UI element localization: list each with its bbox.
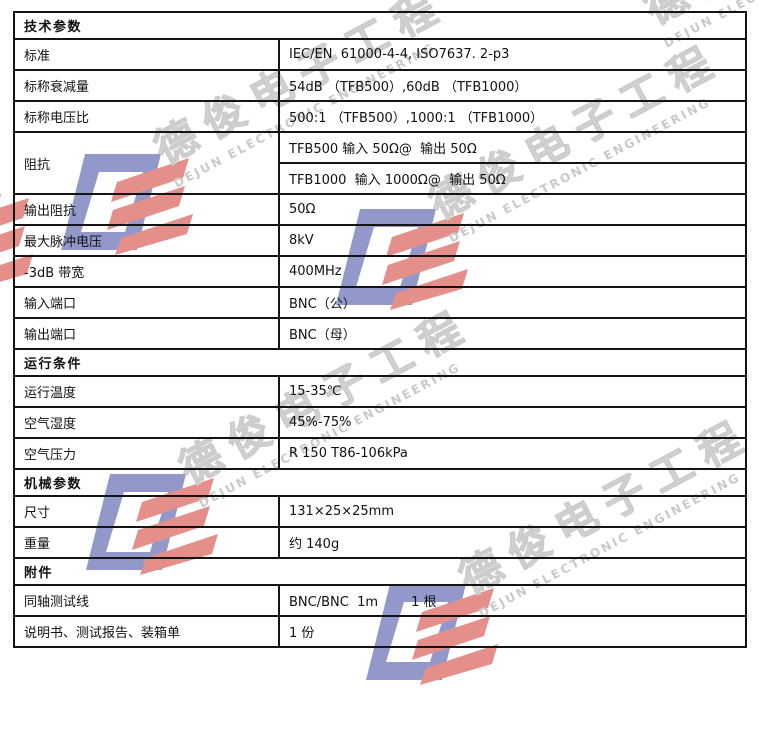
- spec-value-cell: 8kV: [278, 224, 747, 257]
- table-row: 运行温度 15-35℃: [13, 375, 747, 408]
- table-row: 标准 IEC/EN 61000-4-4, ISO7637. 2-p3: [13, 38, 747, 71]
- spec-label-cell: 最大脉冲电压: [13, 224, 280, 257]
- spec-table: 技术参数 标准 IEC/EN 61000-4-4, ISO7637. 2-p3 …: [13, 11, 747, 648]
- spec-label-cell: 输入端口: [13, 286, 280, 319]
- spec-value-cell: IEC/EN 61000-4-4, ISO7637. 2-p3: [278, 38, 747, 71]
- spec-label-cell: 输出端口: [13, 317, 280, 350]
- spec-value-cell: BNC/BNC 1m 1 根: [278, 584, 747, 617]
- table-row: 输出端口 BNC（母）: [13, 317, 747, 350]
- spec-label-cell: 运行温度: [13, 375, 280, 408]
- spec-value-cell: 54dB （TFB500）,60dB （TFB1000）: [278, 69, 747, 102]
- spec-label-cell: 阻抗: [13, 131, 280, 195]
- section-header-row: 机械参数: [13, 468, 747, 497]
- spec-value-cell: BNC（母）: [278, 317, 747, 350]
- spec-value-cell: 131×25×25mm: [278, 495, 747, 528]
- spec-label-cell: 尺寸: [13, 495, 280, 528]
- spec-label-cell: 空气压力: [13, 437, 280, 470]
- table-row: 空气压力 R 150 T86-106kPa: [13, 437, 747, 470]
- section-header-row: 运行条件: [13, 348, 747, 377]
- spec-label-cell: 空气湿度: [13, 406, 280, 439]
- spec-label-cell: 标称电压比: [13, 100, 280, 133]
- spec-label-cell: 同轴测试线: [13, 584, 280, 617]
- spec-label-cell: -3dB 带宽: [13, 255, 280, 288]
- spec-label-cell: 标称衰减量: [13, 69, 280, 102]
- table-row: 输入端口 BNC（公）: [13, 286, 747, 319]
- table-row: -3dB 带宽 400MHz: [13, 255, 747, 288]
- spec-value-cell: BNC（公）: [278, 286, 747, 319]
- table-row: 同轴测试线 BNC/BNC 1m 1 根: [13, 584, 747, 617]
- spec-value-cell: R 150 T86-106kPa: [278, 437, 747, 470]
- table-row: 尺寸 131×25×25mm: [13, 495, 747, 528]
- section-header-row: 技术参数: [13, 11, 747, 40]
- spec-value-cell: 500:1 （TFB500）,1000:1 （TFB1000）: [278, 100, 747, 133]
- table-row: 输出阻抗 50Ω: [13, 193, 747, 226]
- section-header: 附件: [13, 557, 747, 586]
- spec-value-cell: TFB1000 输入 1000Ω@ 输出 50Ω: [278, 162, 747, 195]
- table-row: 重量 约 140g: [13, 526, 747, 559]
- spec-label-cell: 重量: [13, 526, 280, 559]
- spec-value-cell: 1 份: [278, 615, 747, 648]
- spec-value-cell: 50Ω: [278, 193, 747, 226]
- section-header: 运行条件: [13, 348, 747, 377]
- table-row: 标称衰减量 54dB （TFB500）,60dB （TFB1000）: [13, 69, 747, 102]
- table-row: 空气湿度 45%-75%: [13, 406, 747, 439]
- spec-sheet-page: 德俊电子工程 DEJUN ELECTRONIC ENGINEERING 德俊电子…: [0, 0, 759, 685]
- spec-value-cell: 45%-75%: [278, 406, 747, 439]
- spec-value-cell: TFB500 输入 50Ω@ 输出 50Ω: [278, 131, 747, 164]
- table-row: TFB1000 输入 1000Ω@ 输出 50Ω: [14, 162, 747, 195]
- spec-label-cell: 输出阻抗: [13, 193, 280, 226]
- spec-value-cell: 15-35℃: [278, 375, 747, 408]
- table-row: 最大脉冲电压 8kV: [13, 224, 747, 257]
- spec-value-cell: 400MHz: [278, 255, 747, 288]
- section-header-row: 附件: [13, 557, 747, 586]
- spec-label-cell: 标准: [13, 38, 280, 71]
- spec-value-cell: 约 140g: [278, 526, 747, 559]
- table-row: 说明书、测试报告、装箱单 1 份: [13, 615, 747, 648]
- table-row: 标称电压比 500:1 （TFB500）,1000:1 （TFB1000）: [13, 100, 747, 133]
- section-header: 技术参数: [13, 11, 747, 40]
- table-row: 阻抗 TFB500 输入 50Ω@ 输出 50Ω: [13, 131, 747, 195]
- section-header: 机械参数: [13, 468, 747, 497]
- spec-label-cell: 说明书、测试报告、装箱单: [13, 615, 280, 648]
